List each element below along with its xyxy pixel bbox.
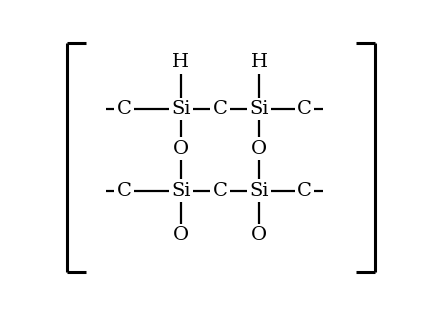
Text: O: O bbox=[251, 226, 267, 244]
Text: C: C bbox=[212, 100, 227, 118]
Text: C: C bbox=[296, 182, 311, 200]
Text: C: C bbox=[296, 100, 311, 118]
Text: H: H bbox=[172, 53, 189, 72]
Text: Si: Si bbox=[249, 100, 268, 118]
Text: C: C bbox=[212, 182, 227, 200]
Text: C: C bbox=[116, 100, 131, 118]
Text: O: O bbox=[172, 140, 188, 158]
Text: H: H bbox=[250, 53, 267, 72]
Text: O: O bbox=[172, 226, 188, 244]
Text: Si: Si bbox=[249, 182, 268, 200]
Text: O: O bbox=[251, 140, 267, 158]
Text: C: C bbox=[116, 182, 131, 200]
Text: Si: Si bbox=[171, 100, 190, 118]
Text: Si: Si bbox=[171, 182, 190, 200]
